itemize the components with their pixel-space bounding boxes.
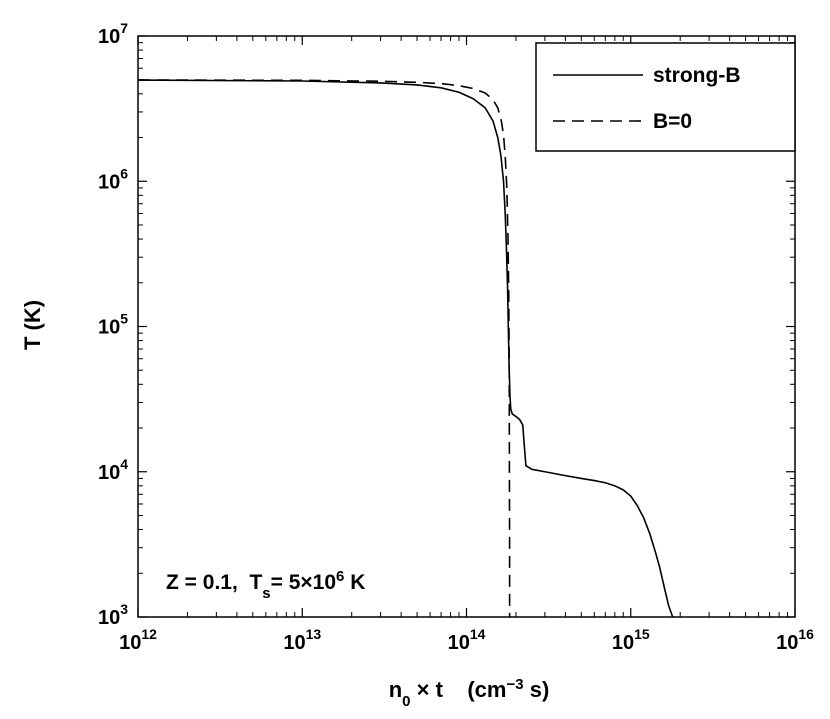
annotation-mid: = 5×10 [271,571,336,594]
legend-label-strong-B: strong-B [653,64,741,87]
x-axis-label-sub: 0 [402,693,410,710]
series-line-strong-B [137,79,674,618]
legend-box [535,42,796,152]
legend: strong-B B=0 [535,42,796,152]
y-tick-label: 103 [98,601,128,629]
x-axis-label-end: s) [524,677,550,702]
legend-label-B0: B=0 [653,110,692,133]
x-tick-label: 1014 [448,626,486,654]
series-layer [137,79,674,618]
y-tick-label: 104 [98,456,128,484]
x-tick-label: 1016 [776,626,814,654]
y-tick-label: 105 [98,311,128,339]
y-axis-label: T (K) [20,300,45,350]
x-tick-label: 1015 [612,626,650,654]
annotation-pre: Z = 0.1, T [166,571,262,594]
ticks-layer: 1012 1013 1014 1015 1016 103 104 105 106 107 [98,20,814,654]
x-tick-label: 1012 [119,626,157,654]
annotation: Z = 0.1, Ts= 5×106 K [166,568,365,602]
x-axis-label-mid: × t (cm [411,677,507,702]
annotation-sub: s [262,585,270,602]
y-tick-label: 106 [98,165,128,193]
annotation-sup: 6 [336,568,344,585]
x-axis-label-base: n [389,677,402,702]
x-tick-label: 1013 [283,626,321,654]
series-line-B-0 [137,79,511,617]
y-tick-label: 107 [98,20,128,48]
annotation-end: K [344,571,365,594]
x-axis-label: n0 × t (cm−3 s) [389,676,550,710]
x-axis-label-sup: −3 [506,676,523,693]
